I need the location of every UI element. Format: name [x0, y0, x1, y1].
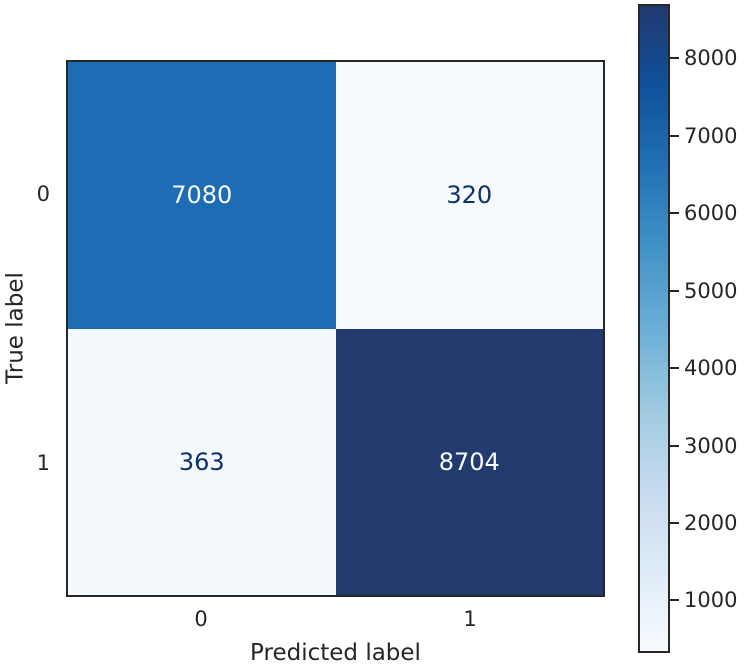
colorbar-tick-mark: [670, 290, 679, 292]
matrix-cell-true0-pred0: 7080: [68, 62, 336, 329]
ytick-label-0: 0: [36, 182, 50, 206]
matrix-cell-true1-pred0: 363: [68, 328, 336, 595]
y-axis-title: True label: [2, 272, 29, 384]
colorbar-tick-label: 7000: [684, 124, 738, 148]
colorbar-tick-mark: [670, 135, 679, 137]
matrix-cell-true1-pred1: 8704: [335, 328, 603, 595]
xtick-label-1: 1: [463, 607, 477, 631]
ytick-label-1: 1: [36, 451, 50, 475]
colorbar-tick-mark: [670, 445, 679, 447]
colorbar-tick-mark: [670, 212, 679, 214]
xtick-label-0: 0: [194, 607, 208, 631]
x-axis-title: Predicted label: [250, 640, 421, 666]
colorbar-tick-label: 2000: [684, 511, 738, 535]
colorbar-tick-mark: [670, 367, 679, 369]
colorbar-tick-mark: [670, 522, 679, 524]
matrix-cell-true0-pred1: 320: [335, 62, 603, 329]
colorbar-tick-label: 1000: [684, 588, 738, 612]
colorbar-tick-label: 4000: [684, 356, 738, 380]
colorbar-tick-label: 5000: [684, 279, 738, 303]
heatmap-axes: 7080 320 363 8704: [66, 60, 605, 597]
colorbar-tick-mark: [670, 599, 679, 601]
colorbar-tick-label: 3000: [684, 434, 738, 458]
colorbar-tick-label: 6000: [684, 201, 738, 225]
colorbar-tick-label: 8000: [684, 46, 738, 70]
colorbar-tick-mark: [670, 57, 679, 59]
colorbar: [638, 4, 670, 653]
